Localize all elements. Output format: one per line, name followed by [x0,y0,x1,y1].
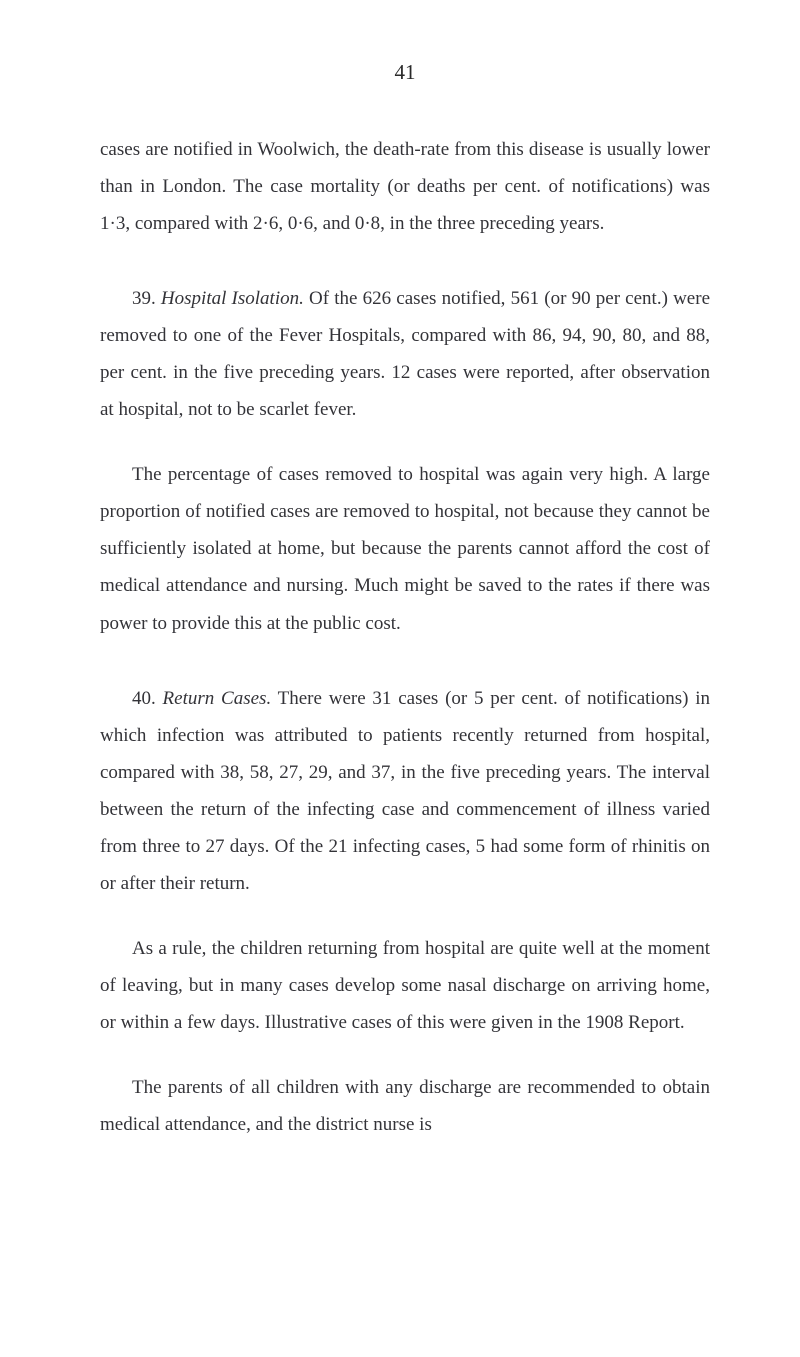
body-paragraph-section-40: 40. Return Cases. There were 31 cases (o… [100,680,710,902]
section-number: 40. [132,688,163,709]
body-paragraph-section-39: 39. Hospital Isolation. Of the 626 cases… [100,280,710,428]
body-paragraph: As a rule, the children returning from h… [100,930,710,1041]
body-paragraph: The parents of all children with any dis… [100,1069,710,1143]
document-page: 41 cases are notified in Woolwich, the d… [0,0,800,1357]
section-title: Hospital Isolation. [161,288,304,309]
body-paragraph: cases are notified in Woolwich, the deat… [100,131,710,242]
section-text: There were 31 cases (or 5 per cent. of n… [100,688,710,894]
section-number: 39. [132,288,161,309]
page-number: 41 [100,60,710,85]
body-paragraph: The percentage of cases removed to hospi… [100,456,710,641]
section-title: Return Cases. [163,688,272,709]
